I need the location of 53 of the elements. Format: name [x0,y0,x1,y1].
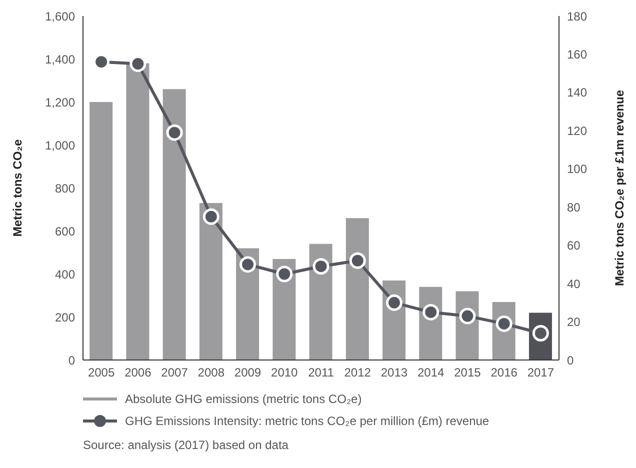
bar [199,203,222,360]
x-tick-label: 2013 [380,366,408,380]
x-tick-label: 2008 [198,366,225,380]
source-note: Source: analysis (2017) based on data [83,438,290,452]
y2-tick-label: 80 [567,200,581,214]
x-tick-label: 2009 [234,366,262,380]
y2-tick-label: 100 [567,162,588,176]
point [349,252,366,269]
bar [309,244,332,360]
legend-label: GHG Emissions Intensity: metric tons CO₂e per million (£m) revenue [125,414,490,428]
y2-tick-label: 140 [567,86,588,100]
y-tick-label: 1,400 [44,52,76,66]
y-tick-label: 1,600 [44,9,76,24]
x-tick-label: 2007 [161,366,188,380]
y2-tick-label: 120 [567,124,588,138]
y2-tick-label: 160 [567,47,588,62]
y-tick-label: 1,200 [44,95,76,110]
y-tick-label: 800 [54,181,76,196]
bar [272,258,296,360]
point [312,258,330,275]
y-tick-label: 600 [54,224,76,238]
bar [346,218,369,360]
x-tick-label: 2012 [344,366,372,380]
y2-tick-label: 180 [567,9,588,24]
y2-axis-title: Metric tons CO₂e per £1m revenue [612,90,626,286]
point [276,266,293,282]
y-tick-label: 1,000 [44,138,76,152]
legend-label: Absolute GHG emissions (metric tons CO₂e) [125,392,362,406]
point [459,308,476,324]
x-tick-label: 2010 [271,366,298,380]
x-tick-label: 2005 [88,366,115,380]
point [166,124,183,141]
bar [126,63,150,360]
y2-tick-label: 40 [567,276,581,291]
y-tick-label: 400 [54,267,76,282]
x-tick-label: 2015 [454,366,482,380]
x-tick-label: 2014 [417,366,445,380]
y2-tick-label: 20 [567,315,581,330]
point [202,208,220,225]
point [422,304,440,320]
x-tick-label: 2006 [124,366,152,380]
point [240,256,256,273]
y-tick-label: 200 [54,310,76,324]
x-tick-label: 2016 [490,366,518,380]
y2-tick-label: 0 [567,353,574,368]
y2-tick-label: 60 [567,238,581,253]
bar [162,89,186,360]
x-tick-label: 2017 [527,366,554,380]
y-tick-label: 0 [68,353,76,368]
point [386,294,402,311]
x-tick-label: 2011 [308,366,334,380]
y-axis-title: Metric tons CO₂e [10,139,24,237]
bar [90,102,113,360]
